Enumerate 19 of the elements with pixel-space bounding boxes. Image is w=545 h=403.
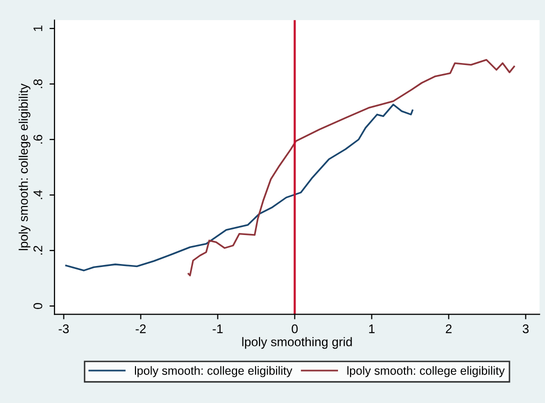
x-tick-label: 2 <box>446 324 452 334</box>
x-tick-label: 0 <box>292 324 298 334</box>
x-tick-label: -2 <box>136 324 146 334</box>
y-tick-label: .8 <box>33 79 42 88</box>
x-tick-label: 3 <box>522 324 529 334</box>
line-series <box>188 59 515 276</box>
y-tick-label: .2 <box>33 246 42 255</box>
y-axis-title: lpoly smooth: college eligibility <box>18 84 30 250</box>
y-tick-label: 1 <box>34 26 42 31</box>
x-axis-title: lpoly smoothing grid <box>242 337 352 349</box>
y-tick-label: .6 <box>33 134 42 144</box>
x-tick-label: 1 <box>369 324 375 334</box>
y-tick-label: 0 <box>33 303 42 309</box>
legend-label: lpoly smooth: college eligibility <box>347 366 505 378</box>
x-tick-label: -3 <box>58 324 69 334</box>
x-tick-label: -1 <box>212 324 223 334</box>
legend-label: lpoly smooth: college eligibility <box>134 366 292 378</box>
y-tick-label: .4 <box>34 190 42 200</box>
line-series <box>65 104 414 272</box>
